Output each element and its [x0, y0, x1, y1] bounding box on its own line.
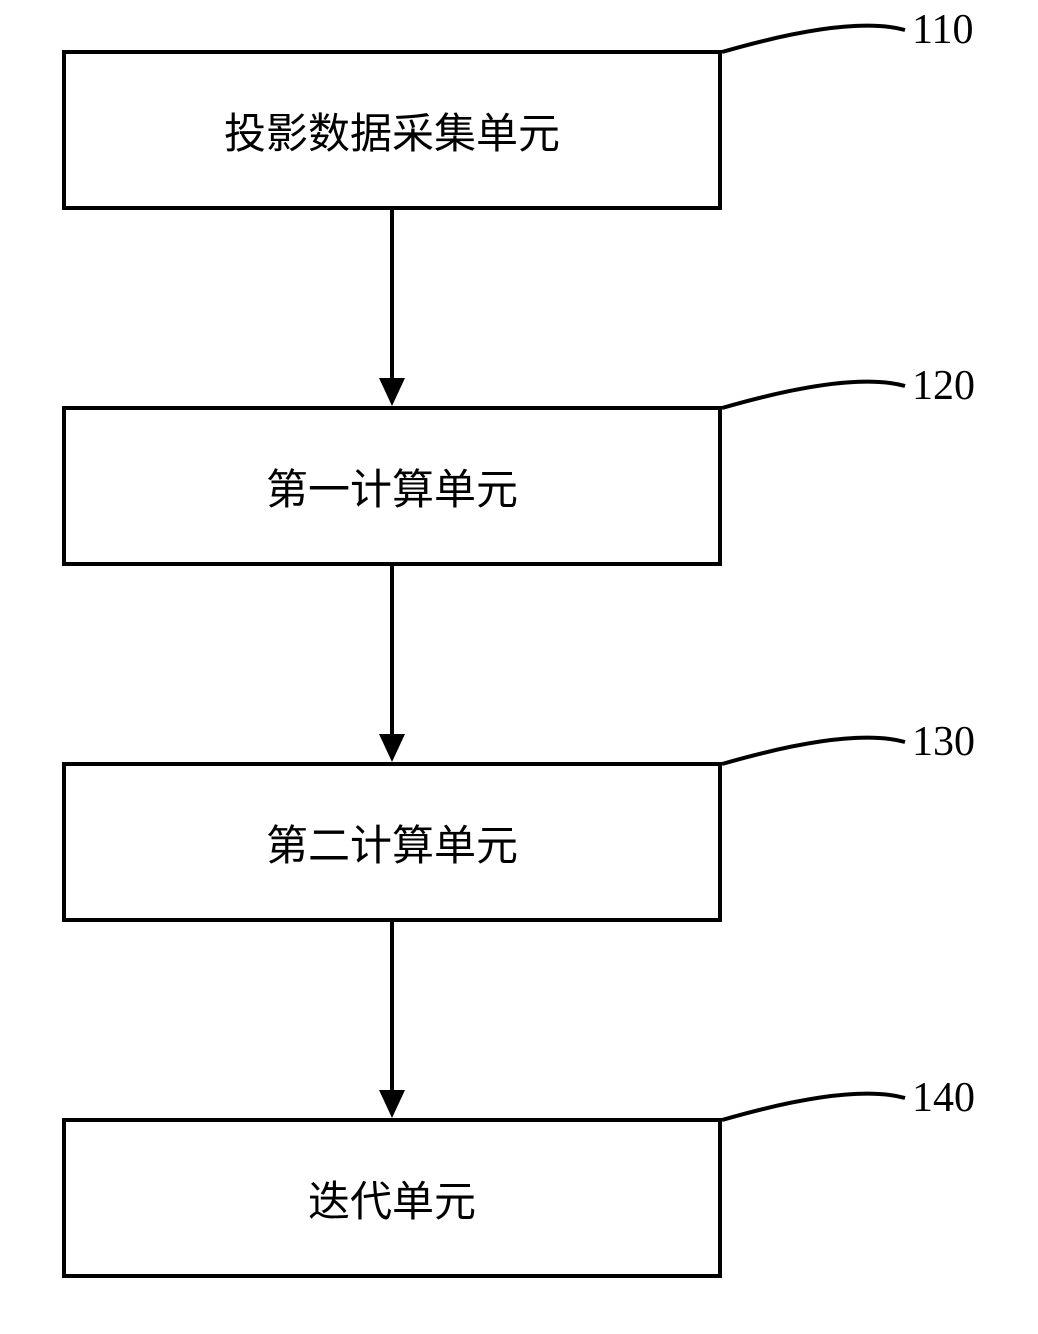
ref-140: 140 — [912, 1074, 975, 1122]
flowchart-canvas: 投影数据采集单元 110 第一计算单元 120 第二计算单元 130 迭代单元 … — [0, 0, 1038, 1334]
leader-140 — [0, 0, 1038, 1334]
